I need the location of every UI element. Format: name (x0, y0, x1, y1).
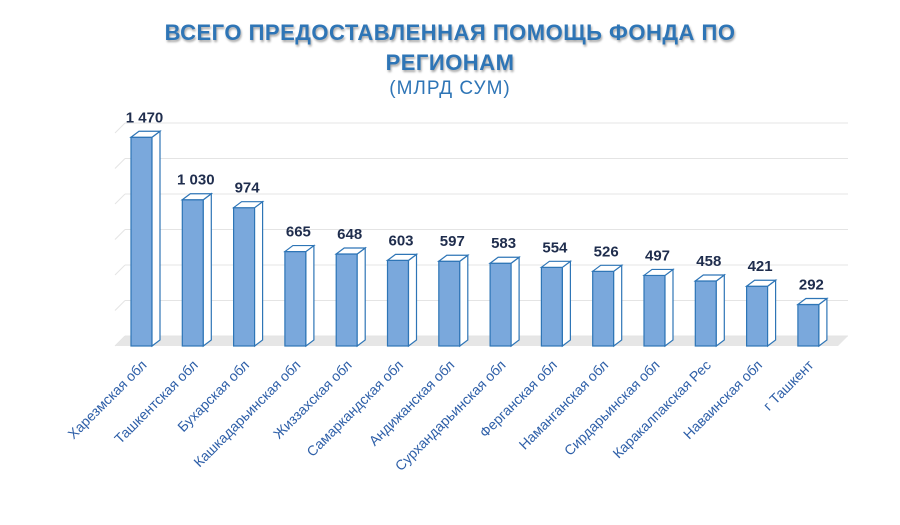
bar (643, 274, 666, 347)
data-label: 597 (440, 233, 465, 250)
bar-top (488, 256, 521, 264)
bar-side (202, 192, 212, 348)
bar-top (231, 201, 265, 209)
bar (745, 285, 769, 347)
bar (284, 250, 307, 347)
gridline-side (114, 122, 126, 134)
gridline-side (114, 229, 126, 240)
chart-floor (115, 336, 848, 346)
bar-top (539, 260, 573, 268)
data-label: 497 (645, 247, 670, 264)
data-label: 603 (388, 232, 413, 249)
x-tick-label: Сирдарьинская обл (561, 357, 663, 459)
bar (797, 303, 820, 347)
data-label: 1 030 (177, 172, 215, 189)
bar-side (356, 246, 366, 348)
data-label: 665 (286, 224, 311, 241)
bar-top (436, 254, 470, 262)
bar-side (305, 244, 315, 348)
bar-side (151, 130, 161, 348)
bar-side (510, 256, 520, 348)
data-label: 292 (799, 277, 824, 294)
data-label: 554 (542, 239, 568, 256)
gridline-side (114, 335, 126, 347)
bar-top (744, 279, 778, 287)
x-tick-label: Андижанская обл (366, 357, 458, 449)
bar-top (180, 193, 214, 201)
data-label: 583 (491, 235, 516, 252)
chart-title-line-2: РЕГИОНАМ (385, 50, 515, 75)
bar-top (590, 264, 624, 272)
bar-top (334, 247, 368, 255)
x-tick-label: Каракалпакская Рес (609, 357, 713, 461)
x-tick-label: Самаркандская обл (303, 357, 406, 460)
gridline-side (114, 193, 126, 205)
data-label: 974 (235, 180, 261, 197)
bar (386, 259, 410, 347)
x-tick-label: г Ташкент (760, 356, 817, 413)
chart-subtitle: (МЛРД СУМ) (389, 78, 511, 99)
bar-top (283, 244, 316, 253)
data-label: 421 (748, 258, 773, 275)
gridline-side (114, 264, 126, 276)
bar-side (818, 297, 828, 348)
data-label: 648 (337, 226, 362, 243)
bar (130, 136, 153, 347)
bar (694, 280, 717, 347)
bar (438, 260, 461, 347)
bar-top (642, 268, 675, 277)
bar-top (129, 130, 162, 138)
bar (489, 262, 512, 347)
x-tick-label: Наманганская обл (516, 357, 612, 453)
chart-title-line-1: ВСЕГО ПРЕДОСТАВЛЕННАЯ ПОМОЩЬ ФОНДА ПО (164, 20, 736, 45)
bar-top (693, 274, 727, 282)
bar-top (385, 253, 419, 261)
bar (592, 270, 615, 347)
gridline-side (114, 300, 126, 311)
bar (181, 199, 204, 347)
gridline-side (114, 158, 126, 169)
bar-side (407, 253, 418, 348)
data-label: 458 (696, 253, 721, 270)
bar-side (459, 254, 469, 348)
bar-side (254, 200, 264, 348)
bar-side (561, 260, 572, 348)
data-label: 526 (594, 243, 619, 260)
bar-side (766, 279, 777, 348)
chart-title: ВСЕГО ПРЕДОСТАВЛЕННАЯ ПОМОЩЬ ФОНДА ПО РЕ… (0, 18, 900, 78)
bar-side (664, 268, 674, 348)
data-label: 1 470 (126, 109, 164, 126)
bar-side (715, 273, 725, 348)
bar (540, 266, 564, 347)
bar-top (796, 297, 829, 306)
bar (233, 207, 256, 347)
bar (335, 253, 358, 347)
bar-side (613, 264, 623, 348)
